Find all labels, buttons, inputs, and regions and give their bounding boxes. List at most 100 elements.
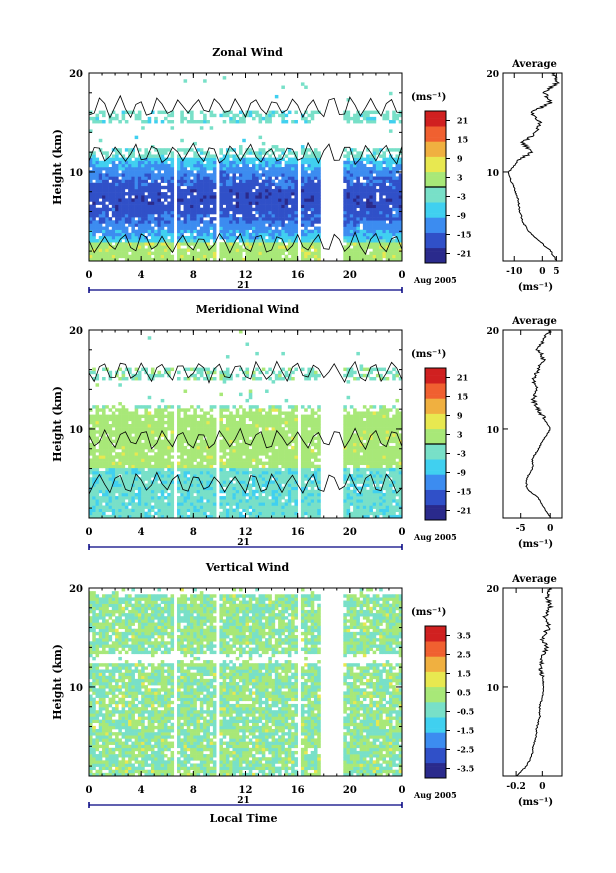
heatmap-cell	[147, 499, 152, 503]
heatmap-cell	[232, 414, 237, 419]
heatmap-cell	[137, 499, 142, 503]
heatmap-cell	[219, 414, 223, 419]
heatmap-cell	[212, 427, 217, 431]
heatmap-cell	[108, 176, 113, 180]
heatmap-cell	[294, 185, 298, 190]
heatmap-cell	[186, 433, 191, 437]
heatmap-cell	[304, 245, 308, 249]
heatmap-cell	[375, 188, 380, 193]
heatmap-cell	[261, 220, 266, 224]
heatmap-cell	[177, 179, 181, 183]
heatmap-cell	[245, 342, 250, 346]
heatmap-cell	[190, 214, 194, 218]
heatmap-cell	[141, 254, 145, 259]
heatmap-cell	[369, 195, 373, 199]
heatmap-cell	[170, 207, 175, 212]
heatmap-cell	[268, 185, 272, 190]
heatmap-cell	[196, 148, 201, 152]
heatmap-cell	[183, 198, 188, 202]
heatmap-cell	[284, 188, 289, 193]
heatmap-cell	[95, 430, 100, 434]
heatmap-cell	[310, 179, 315, 183]
heatmap-cell	[281, 220, 285, 224]
heatmap-cell	[170, 214, 175, 218]
heatmap-cell	[193, 439, 197, 444]
heatmap-cell	[271, 188, 276, 193]
heatmap-cell	[385, 110, 390, 115]
heatmap-cell	[229, 167, 233, 171]
heatmap-cell	[193, 514, 197, 519]
heatmap-cell	[271, 251, 276, 256]
heatmap-cell	[222, 229, 227, 234]
heatmap-cell	[317, 201, 321, 205]
heatmap-cell	[304, 192, 308, 196]
heatmap-cell	[385, 251, 390, 256]
heatmap-cell	[252, 377, 256, 381]
heatmap-cell	[137, 195, 142, 199]
heatmap-cell	[154, 245, 158, 249]
heatmap-cell	[268, 254, 272, 259]
heatmap-cell	[170, 242, 175, 246]
heatmap-cell	[252, 427, 256, 431]
heatmap-cell	[128, 514, 132, 519]
heatmap-cell	[252, 214, 256, 218]
heatmap-cell	[157, 439, 162, 444]
heatmap-cell	[366, 210, 370, 215]
heatmap-cell	[180, 420, 184, 425]
heatmap-cell	[157, 220, 162, 224]
heatmap-cell	[89, 245, 93, 249]
heatmap-cell	[203, 229, 207, 234]
heatmap-cell	[248, 405, 253, 409]
heatmap-cell	[206, 420, 210, 425]
heatmap-cell	[141, 182, 145, 187]
heatmap-cell	[225, 254, 230, 259]
heatmap-cell	[258, 195, 263, 199]
heatmap-cell	[98, 461, 103, 466]
heatmap-cell	[369, 176, 373, 180]
heatmap-cell	[131, 239, 135, 243]
heatmap-cell	[235, 458, 240, 462]
heatmap-cell	[95, 489, 100, 494]
heatmap-cell	[105, 508, 109, 513]
heatmap-cell	[225, 235, 230, 240]
heatmap-cell	[92, 173, 96, 177]
heatmap-cell	[102, 245, 106, 249]
heatmap-cell	[229, 461, 233, 466]
heatmap-cell	[190, 179, 194, 183]
heatmap-cell	[115, 242, 119, 246]
heatmap-cell	[154, 420, 158, 425]
heatmap-cell	[252, 185, 256, 190]
heatmap-cell	[255, 170, 259, 174]
heatmap-cell	[118, 192, 122, 196]
heatmap-cell	[115, 489, 119, 494]
heatmap-cell	[369, 188, 373, 193]
heatmap-cell	[271, 167, 276, 171]
heatmap-cell	[245, 427, 250, 431]
heatmap-cell	[98, 427, 103, 431]
heatmap-cell	[248, 245, 253, 249]
heatmap-cell	[258, 417, 263, 422]
average-x-tick-label: 5	[553, 267, 559, 277]
heatmap-cell	[274, 257, 279, 262]
heatmap-cell	[95, 173, 100, 177]
heatmap-cell	[190, 433, 194, 437]
heatmap-cell	[167, 220, 171, 224]
heatmap-cell	[115, 427, 119, 431]
heatmap-cell	[183, 182, 188, 187]
heatmap-cell	[177, 214, 181, 218]
heatmap-cell	[304, 173, 308, 177]
heatmap-cell	[317, 167, 321, 171]
heatmap-cell	[362, 245, 367, 249]
heatmap-cell	[92, 433, 96, 437]
heatmap-cell	[222, 474, 227, 478]
heatmap-cell	[372, 226, 377, 230]
heatmap-cell	[366, 235, 370, 240]
heatmap-cell	[141, 232, 145, 237]
heatmap-cell	[222, 232, 227, 237]
heatmap-cell	[362, 170, 367, 174]
heatmap-cell	[222, 220, 227, 224]
heatmap-cell	[232, 489, 237, 494]
heatmap-cell	[252, 217, 256, 221]
heatmap-cell	[307, 254, 312, 259]
heatmap-cell	[105, 455, 109, 459]
